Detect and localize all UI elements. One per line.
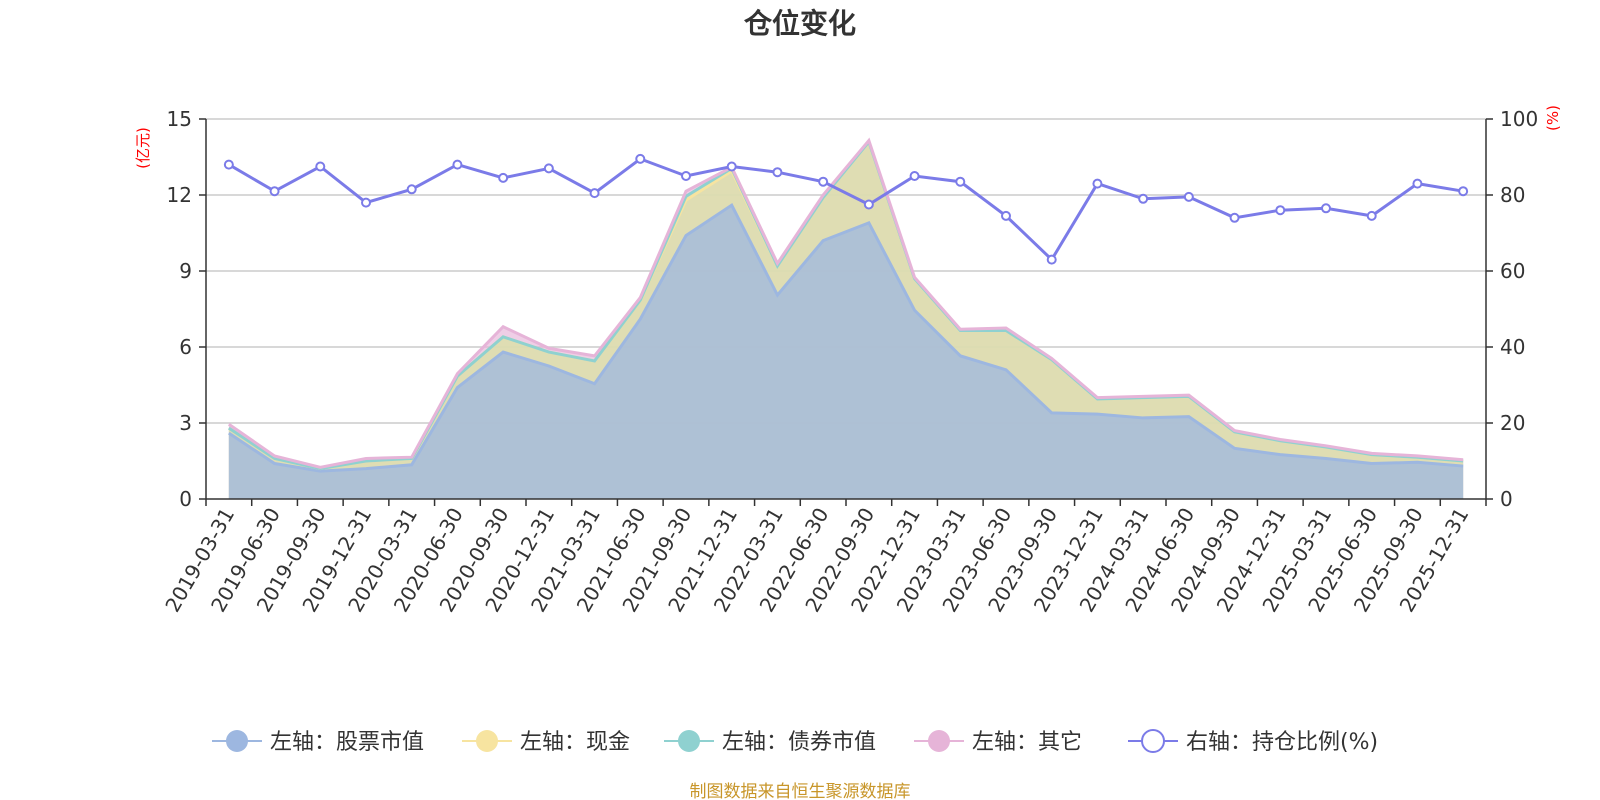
area-stock (228, 205, 1464, 499)
right-axis-tick-label: 80 (1500, 183, 1525, 207)
position-ratio-point (589, 188, 600, 199)
legend-item[interactable]: 右轴：持仓比例(%) (1128, 729, 1378, 755)
legend-item[interactable]: 左轴：其它 (914, 730, 1082, 755)
position-ratio-point (543, 163, 554, 174)
area-line-other (228, 137, 1464, 469)
plot-area: 036912150204060801002019-03-312019-06-30… (160, 107, 1538, 616)
right-axis-tick-label: 20 (1500, 411, 1525, 435)
right-axis-tick-label: 40 (1500, 335, 1525, 359)
left-axis-tick-label: 3 (179, 411, 192, 435)
position-ratio-point (1412, 178, 1423, 189)
position-ratio-point (1366, 210, 1377, 221)
legend-item[interactable]: 左轴：债券市值 (664, 730, 876, 755)
legend[interactable]: 左轴：股票市值 左轴：现金 左轴：债券市值 左轴：其它 右轴：持仓比例(%) (212, 729, 1378, 755)
legend-marker (226, 730, 248, 752)
legend-item[interactable]: 左轴：现金 (462, 730, 630, 755)
position-ratio-point (955, 176, 966, 187)
position-ratio-point (1092, 178, 1103, 189)
chart-title: 仓位变化 (744, 7, 856, 40)
position-ratio-point (1321, 203, 1331, 214)
left-axis-tick-label: 12 (167, 183, 192, 207)
right-axis-tick-label: 60 (1500, 259, 1525, 283)
legend-label: 左轴：其它 (972, 730, 1082, 755)
position-ratio-point (818, 176, 829, 187)
position-ratio-point (1183, 191, 1194, 202)
legend-marker (1141, 729, 1165, 753)
left-axis-unit: (亿元) (134, 127, 152, 169)
position-ratio-point (361, 197, 371, 208)
position-ratio-point (315, 161, 326, 172)
series-line-position-ratio (228, 157, 1464, 262)
legend-marker (476, 730, 498, 752)
position-ratio-point (452, 159, 463, 170)
left-axis-tick-label: 15 (167, 107, 192, 131)
position-ratio-point (1046, 254, 1057, 265)
legend-item[interactable]: 左轴：股票市值 (212, 730, 424, 755)
position-ratio-point (1275, 205, 1286, 216)
position-ratio-point (863, 199, 874, 210)
position-ratio-point (635, 153, 646, 164)
right-axis-unit: (%) (1544, 105, 1562, 131)
left-axis-tick-label: 6 (179, 335, 192, 359)
right-axis-tick-label: 100 (1500, 107, 1538, 131)
legend-label: 左轴：债券市值 (722, 730, 876, 755)
position-ratio-point (1229, 212, 1240, 223)
position-ratio-point (726, 161, 737, 172)
position-ratio-point (406, 184, 417, 195)
legend-marker (928, 730, 950, 752)
left-axis-tick-label: 0 (179, 487, 192, 511)
position-ratio-point (909, 171, 920, 181)
position-ratio-point (498, 172, 509, 183)
legend-marker (678, 730, 700, 752)
legend-label: 左轴：股票市值 (270, 730, 424, 755)
position-ratio-point (223, 159, 234, 170)
legend-label: 左轴：现金 (520, 730, 630, 755)
area-line-stock (228, 202, 1464, 473)
data-source-note: 制图数据来自恒生聚源数据库 (690, 782, 911, 800)
position-ratio-point (269, 186, 280, 197)
left-axis-tick-label: 9 (179, 259, 192, 283)
position-ratio-point (1001, 210, 1011, 221)
right-axis-tick-label: 0 (1500, 487, 1513, 511)
position-ratio-point (681, 171, 691, 181)
position-ratio-point (1138, 193, 1149, 204)
position-ratio-point (772, 167, 783, 178)
position-ratio-point (1458, 186, 1469, 197)
legend-label: 右轴：持仓比例(%) (1186, 730, 1378, 755)
